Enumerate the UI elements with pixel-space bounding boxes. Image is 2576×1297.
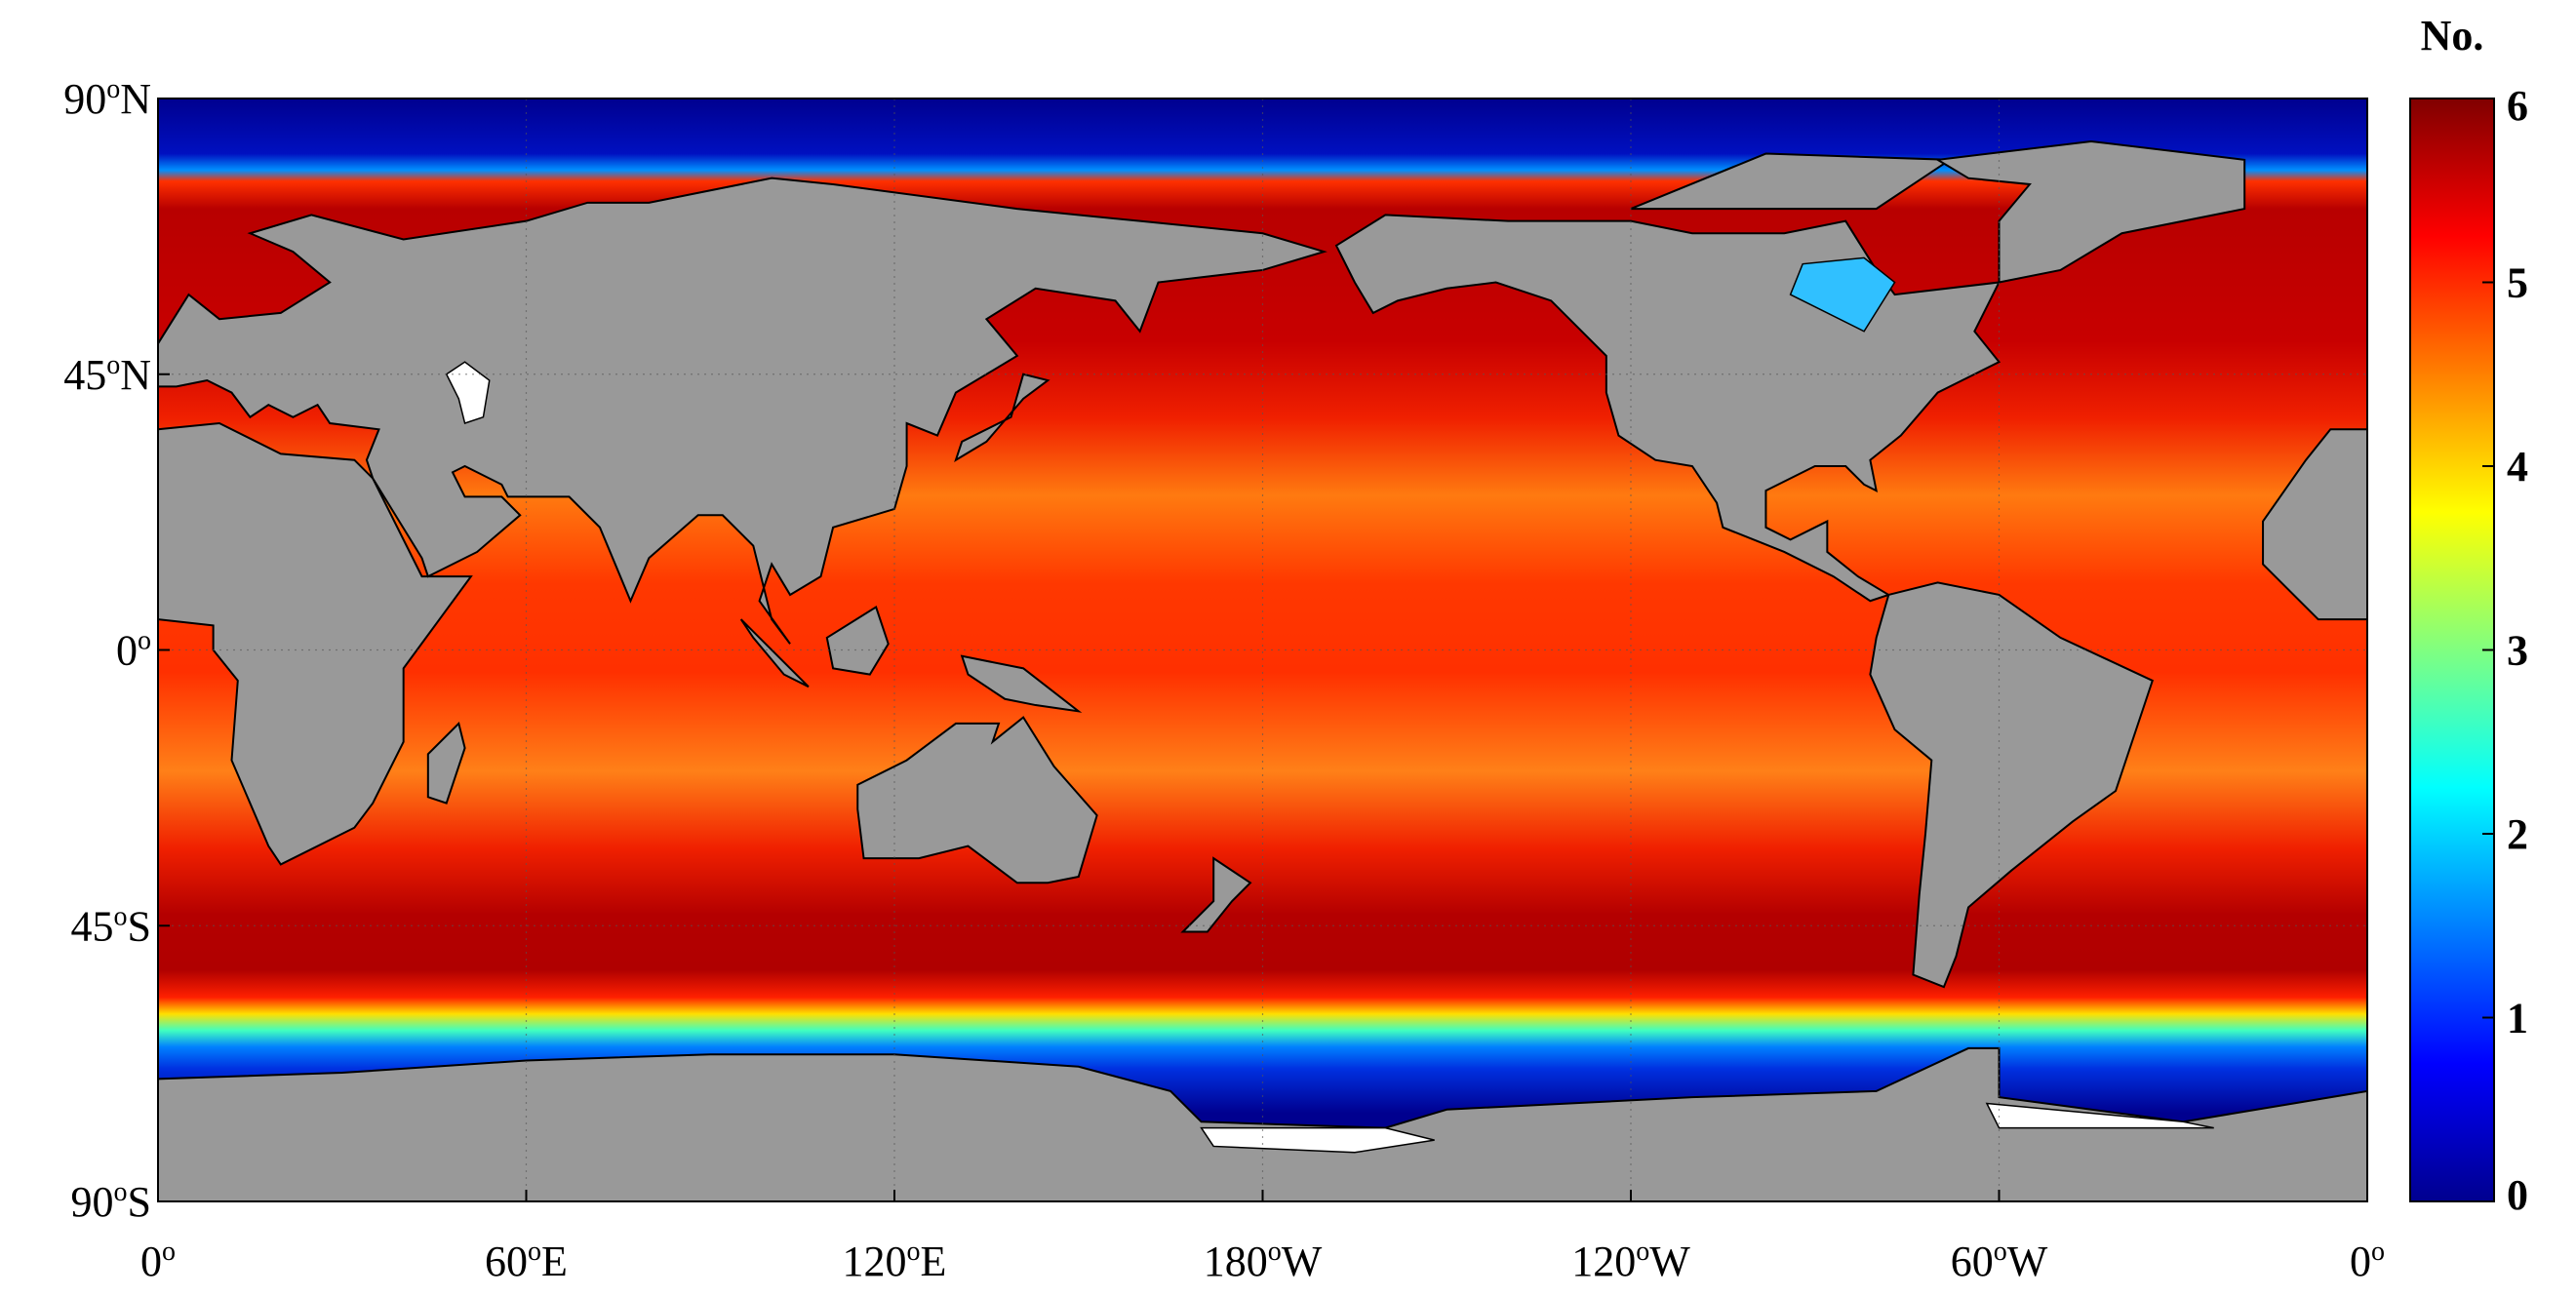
label-part: o bbox=[1994, 1237, 2007, 1267]
label-part: o bbox=[106, 350, 120, 380]
label-part: N bbox=[120, 75, 151, 123]
colorbar-tick-label: 3 bbox=[2507, 627, 2528, 675]
label-part: 0 bbox=[116, 627, 138, 675]
south-america bbox=[1870, 582, 2152, 987]
label-part: 90 bbox=[71, 1178, 114, 1226]
label-part: S bbox=[128, 902, 151, 950]
label-part: W bbox=[1649, 1238, 1690, 1285]
ross-ice-shelf bbox=[1202, 1128, 1435, 1153]
x-tick-label: 180oW bbox=[1204, 1237, 1323, 1285]
colorbar-tick-label: 0 bbox=[2507, 1171, 2528, 1219]
label-part: o bbox=[528, 1237, 541, 1267]
label-part: 90 bbox=[63, 75, 106, 123]
new-guinea bbox=[962, 656, 1079, 712]
antarctica bbox=[158, 1048, 2367, 1201]
label-part: N bbox=[120, 351, 151, 399]
y-tick-label: 45oS bbox=[71, 901, 151, 950]
label-part: 60 bbox=[1951, 1238, 1994, 1285]
colorbar-tick-label: 2 bbox=[2507, 810, 2528, 858]
sumatra bbox=[741, 619, 809, 687]
label-part: W bbox=[2007, 1238, 2048, 1285]
eurasia bbox=[158, 178, 1324, 645]
colorbar-tick-label: 6 bbox=[2507, 82, 2528, 130]
y-tick-label: 90oN bbox=[63, 74, 151, 123]
label-part: o bbox=[114, 901, 128, 931]
map bbox=[158, 98, 2367, 1201]
japan bbox=[956, 374, 1048, 460]
label-part: o bbox=[907, 1237, 921, 1267]
colorbar-tick-label: 1 bbox=[2507, 995, 2528, 1042]
colorbar-tick-label: 5 bbox=[2507, 259, 2528, 307]
label-part: 45 bbox=[63, 351, 106, 399]
landmasses bbox=[158, 141, 2367, 1201]
label-part: 0 bbox=[2350, 1238, 2371, 1285]
y-tick-label: 0o bbox=[116, 626, 151, 675]
label-part: E bbox=[921, 1238, 947, 1285]
borneo bbox=[827, 608, 889, 675]
y-tick-label: 45oN bbox=[63, 350, 151, 399]
greenland bbox=[1938, 141, 2245, 283]
label-part: 0 bbox=[140, 1238, 162, 1285]
label-part: 45 bbox=[71, 902, 114, 950]
hudson-bay bbox=[1791, 257, 1895, 331]
label-part: o bbox=[138, 626, 151, 656]
label-part: 60 bbox=[485, 1238, 528, 1285]
label-part: 120 bbox=[1571, 1238, 1636, 1285]
x-tick-label: 60oE bbox=[485, 1237, 568, 1285]
x-tick-label: 0o bbox=[140, 1237, 176, 1285]
colorbar-tick-label: 4 bbox=[2507, 443, 2528, 491]
label-part: o bbox=[114, 1177, 128, 1207]
madagascar bbox=[428, 724, 465, 804]
y-tick-label: 90oS bbox=[71, 1177, 151, 1226]
x-tick-label: 0o bbox=[2350, 1237, 2385, 1285]
caspian bbox=[447, 362, 490, 423]
colorbar-title: No. bbox=[2421, 12, 2484, 59]
label-part: E bbox=[541, 1238, 568, 1285]
label-part: o bbox=[2371, 1237, 2385, 1267]
label-part: o bbox=[1268, 1237, 1282, 1267]
label-part: o bbox=[162, 1237, 176, 1267]
colorbar bbox=[2409, 98, 2495, 1202]
label-part: S bbox=[128, 1178, 151, 1226]
new-zealand bbox=[1183, 858, 1250, 931]
west-africa bbox=[2263, 429, 2367, 619]
label-part: 180 bbox=[1204, 1238, 1268, 1285]
label-part: W bbox=[1282, 1238, 1323, 1285]
label-part: 120 bbox=[843, 1238, 907, 1285]
x-tick-label: 120oE bbox=[843, 1237, 947, 1285]
label-part: o bbox=[1636, 1237, 1649, 1267]
label-part: o bbox=[106, 74, 120, 104]
x-tick-label: 60oW bbox=[1951, 1237, 2048, 1285]
australia bbox=[857, 718, 1096, 884]
x-tick-label: 120oW bbox=[1571, 1237, 1690, 1285]
weddell-ice-shelf bbox=[1987, 1103, 2214, 1127]
